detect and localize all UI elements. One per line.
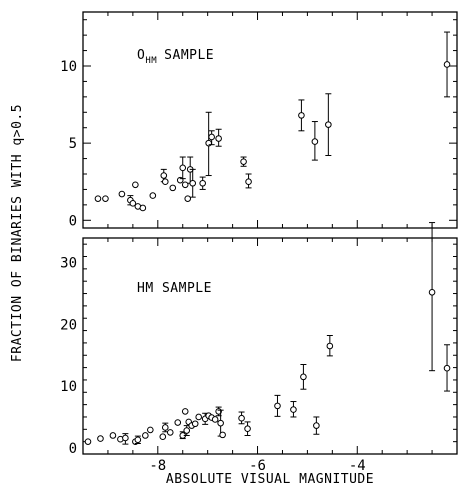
x-axis-title: ABSOLUTE VISUAL MAGNITUDE <box>166 472 374 487</box>
data-point <box>325 121 332 128</box>
data-point <box>245 178 252 186</box>
data-point <box>298 112 305 119</box>
data-point <box>443 364 451 372</box>
data-point <box>118 190 126 198</box>
data-point <box>132 181 139 189</box>
data-point <box>97 435 104 442</box>
bottom-panel-label: HM SAMPLE <box>137 281 212 296</box>
x-tick-label: -4 <box>349 458 366 474</box>
data-point <box>142 432 149 439</box>
y-tick-label: 0 <box>69 441 77 457</box>
data-point <box>215 135 222 142</box>
panel-label-o: O <box>137 48 145 63</box>
data-point <box>169 184 177 192</box>
x-tick-label: -6 <box>249 458 266 474</box>
data-point <box>147 426 154 434</box>
y-tick-label: 5 <box>69 136 77 152</box>
bottom-panel-points <box>84 222 451 445</box>
data-point <box>181 181 189 189</box>
data-point <box>166 429 174 436</box>
data-point <box>189 179 197 187</box>
data-point <box>122 434 129 442</box>
bottom-panel-ticks: 0 10 20 30 -8 -6 -4 <box>60 238 457 474</box>
data-point <box>313 422 320 429</box>
y-tick-label: 30 <box>60 256 77 272</box>
data-point <box>238 414 245 422</box>
y-axis-title: FRACTION OF BINARIES WITH q>0.5 <box>10 104 25 362</box>
top-panel-points <box>94 31 451 212</box>
x-tick-label: -8 <box>149 458 166 474</box>
data-point <box>311 138 319 145</box>
data-point <box>274 402 281 410</box>
data-point <box>161 424 169 431</box>
data-point <box>428 289 436 296</box>
data-point <box>160 172 168 179</box>
panel-label-sub: HM <box>145 56 157 66</box>
data-point <box>290 406 297 413</box>
data-point <box>217 419 224 427</box>
data-point <box>211 416 219 423</box>
y-tick-label: 10 <box>60 59 77 75</box>
data-point <box>300 373 307 381</box>
data-point <box>244 425 251 432</box>
data-point <box>161 178 169 186</box>
data-point <box>102 195 109 202</box>
data-point <box>134 436 142 444</box>
top-panel-label: OHM SAMPLE <box>137 48 214 66</box>
bottom-panel-frame <box>82 237 458 455</box>
data-point <box>149 192 157 199</box>
data-point <box>443 61 451 68</box>
y-tick-label: 20 <box>60 317 77 333</box>
data-point <box>181 408 189 415</box>
data-point <box>84 438 92 445</box>
data-point <box>326 342 334 350</box>
data-point <box>159 433 167 441</box>
top-panel-frame <box>82 11 458 229</box>
bottom-panel-hm-sample: 0 10 20 30 -8 -6 -4 HM SAMPLE <box>60 222 458 474</box>
data-point <box>129 200 137 207</box>
data-point <box>191 420 199 428</box>
y-tick-label: 0 <box>69 213 77 229</box>
panel-label-rest: SAMPLE <box>164 48 214 63</box>
data-point <box>184 195 192 202</box>
data-point <box>174 419 182 426</box>
data-point <box>195 413 202 421</box>
data-point <box>94 195 102 202</box>
data-point <box>208 133 215 141</box>
data-point <box>199 179 206 187</box>
top-panel-o-hm-sample: 0 5 10 OHM SAMPLE <box>60 11 458 229</box>
data-point <box>109 432 117 439</box>
data-point <box>183 427 191 434</box>
data-point <box>219 431 226 439</box>
y-tick-label: 10 <box>60 379 77 395</box>
top-panel-ticks: 0 5 10 <box>60 12 457 229</box>
data-point <box>179 164 187 172</box>
data-point <box>240 158 247 165</box>
data-point <box>139 204 147 212</box>
